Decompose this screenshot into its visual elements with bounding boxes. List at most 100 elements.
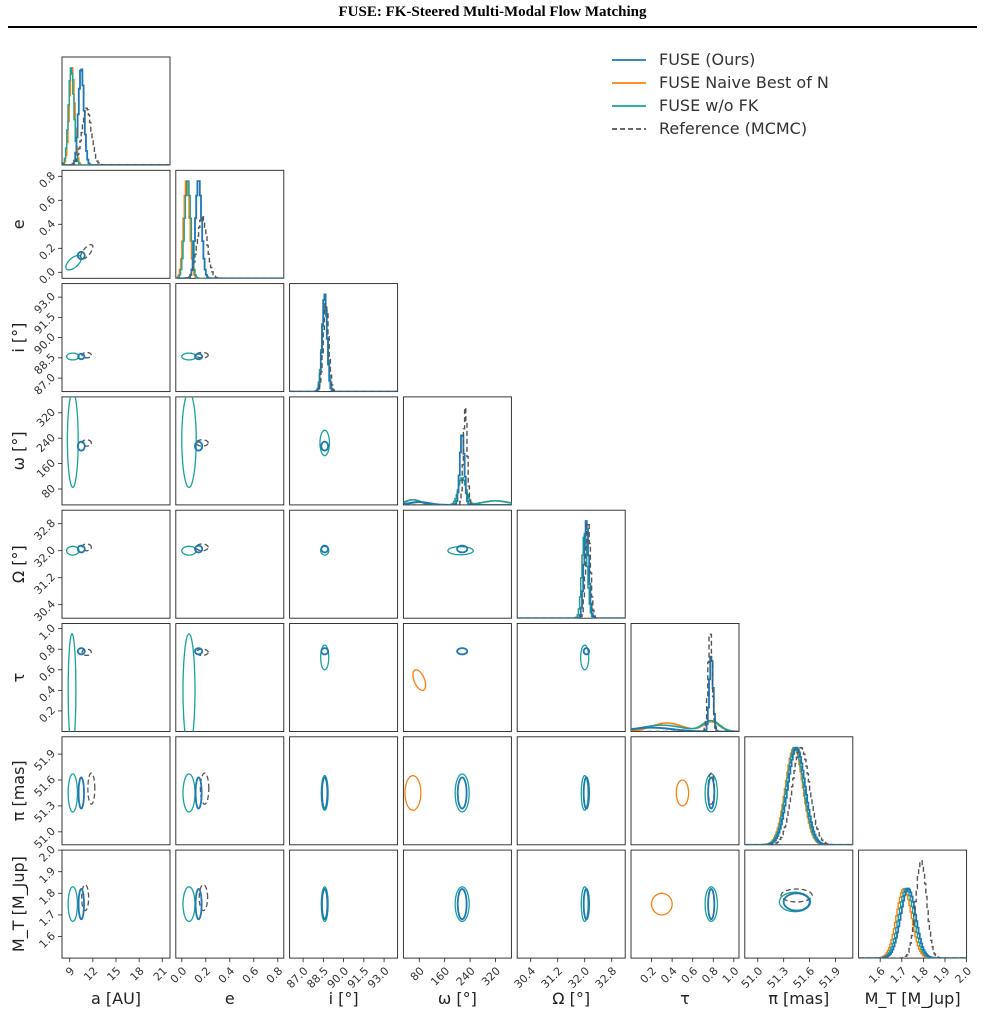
contour-wofk-6-5 <box>704 773 719 813</box>
panel-frame-7-7 <box>858 849 968 959</box>
contour-ours-3-0 <box>76 440 86 452</box>
contour-wofk-7-1 <box>182 886 196 923</box>
ytick-label-7-2: 1.8 <box>37 886 59 908</box>
marginal-ref-0 <box>62 107 170 165</box>
xaxis-label-0: a [AU] <box>91 989 141 1008</box>
contour-ours-7-1 <box>194 888 203 921</box>
yaxis-label-1: e <box>9 219 28 229</box>
panel-frame-4-2 <box>289 509 399 619</box>
contour-ours-6-2 <box>321 776 329 810</box>
contour-wofk-5-4 <box>579 644 590 671</box>
marginal-ref-1 <box>175 216 284 279</box>
xtick-label-6-1: 51.3 <box>765 964 792 991</box>
ytick-label-2-1: 88.5 <box>32 351 59 378</box>
ytick-label-6-2: 51.6 <box>32 773 59 800</box>
ytick-label-6-1: 51.3 <box>32 799 59 826</box>
contour-ours-4-0 <box>76 544 86 554</box>
xtick-label-7-0: 1.6 <box>866 964 888 986</box>
panel-frame-5-5 <box>630 623 740 732</box>
contour-wofk-6-0 <box>67 773 79 813</box>
ytick-label-4-2: 32.0 <box>32 544 59 571</box>
ytick-label-6-3: 51.9 <box>32 747 59 774</box>
contour-wofk-4-3 <box>447 546 474 556</box>
ytick-label-1-1: 0.2 <box>37 241 59 263</box>
xaxis-label-1: e <box>225 989 235 1008</box>
ytick-label-4-1: 31.2 <box>32 571 59 598</box>
contour-ours-6-4 <box>582 776 590 810</box>
yaxis-label-2: i [°] <box>9 323 28 353</box>
marginal-wofk-0 <box>62 67 170 165</box>
legend-label-wofk: FUSE w/o FK <box>659 96 759 115</box>
contour-ours-5-0 <box>76 647 86 656</box>
marginal-ref-7 <box>858 860 967 959</box>
xtick-label-7-2: 1.8 <box>909 964 931 986</box>
panel-frame-7-1 <box>175 849 285 959</box>
xaxis-label-6: π [mas] <box>768 989 829 1008</box>
contour-ref-3-0 <box>81 439 92 447</box>
xtick-label-7-3: 1.9 <box>931 964 953 986</box>
xtick-label-4-0: 30.4 <box>512 964 539 991</box>
ytick-label-2-3: 91.5 <box>32 310 59 337</box>
xtick-label-1-1: 0.2 <box>192 964 214 986</box>
contour-ref-7-1 <box>198 884 209 912</box>
xaxis-label-2: i [°] <box>329 989 359 1008</box>
contour-ours-5-3 <box>456 647 469 656</box>
panel-frame-6-3 <box>402 736 512 846</box>
contour-ours-7-5 <box>707 888 716 921</box>
xtick-label-3-2: 240 <box>454 964 478 988</box>
ytick-label-1-0: 0.0 <box>37 265 59 287</box>
legend-label-ref: Reference (MCMC) <box>659 119 807 138</box>
panel-frame-6-1 <box>175 736 285 846</box>
xtick-label-4-2: 32.0 <box>566 964 593 991</box>
contour-ours-6-5 <box>707 776 716 810</box>
marginal-naive-4 <box>517 532 626 619</box>
panel-frame-7-3 <box>402 849 512 959</box>
contour-ref-4-0 <box>81 543 92 552</box>
contour-ours-5-2 <box>320 647 329 656</box>
xtick-label-1-2: 0.4 <box>216 964 238 986</box>
legend-label-ours: FUSE (Ours) <box>659 50 755 69</box>
contour-ours-4-2 <box>320 544 329 554</box>
xtick-label-5-2: 0.6 <box>679 964 701 986</box>
xtick-label-1-4: 0.8 <box>264 964 286 986</box>
xaxis-label-5: τ <box>680 989 690 1008</box>
panel-frame-5-4 <box>516 623 626 732</box>
panel-frame-7-6 <box>744 849 854 959</box>
marginal-ours-0 <box>62 68 170 165</box>
ytick-label-1-4: 0.8 <box>37 169 59 191</box>
marginal-naive-2 <box>289 303 398 392</box>
xtick-label-1-3: 0.6 <box>240 964 262 986</box>
contour-wofk-5-1 <box>182 633 196 732</box>
yaxis-label-6: π [mas] <box>9 760 28 821</box>
marginal-ours-4 <box>517 520 626 619</box>
contour-ours-6-3 <box>456 776 468 810</box>
panel-frame-5-0 <box>61 623 171 732</box>
ytick-label-7-0: 1.6 <box>37 929 59 951</box>
marginal-ref-2 <box>289 302 398 392</box>
xaxis-label-4: Ω [°] <box>552 989 590 1008</box>
ytick-label-3-3: 320 <box>34 406 58 430</box>
xtick-label-4-3: 32.8 <box>593 964 620 991</box>
panel-frame-7-2 <box>289 849 399 959</box>
marginal-ours-5 <box>631 655 739 732</box>
xtick-label-5-4: 1.0 <box>720 964 742 986</box>
title-rule <box>8 26 977 28</box>
marginal-wofk-2 <box>289 303 398 392</box>
contour-wofk-3-1 <box>181 396 197 489</box>
xtick-label-3-0: 80 <box>408 964 427 983</box>
xtick-label-6-0: 51.0 <box>739 964 766 991</box>
marginal-wofk-4 <box>517 532 626 619</box>
panel-frame-4-3 <box>402 509 512 619</box>
page-title: FUSE: FK-Steered Multi-Modal Flow Matchi… <box>338 4 647 20</box>
contour-ref-6-0 <box>87 772 96 805</box>
marginal-ref-6 <box>744 746 853 845</box>
panel-frame-6-0 <box>61 736 171 846</box>
legend-label-naive: FUSE Naive Best of N <box>659 73 829 92</box>
xtick-label-0-3: 18 <box>128 964 147 983</box>
xtick-label-0-1: 12 <box>81 964 100 983</box>
contour-ours-7-2 <box>321 888 329 921</box>
ytick-label-4-0: 30.4 <box>32 598 59 625</box>
panel-frame-6-6 <box>744 736 854 846</box>
yaxis-label-7: M_T [M_Jup] <box>9 856 29 952</box>
